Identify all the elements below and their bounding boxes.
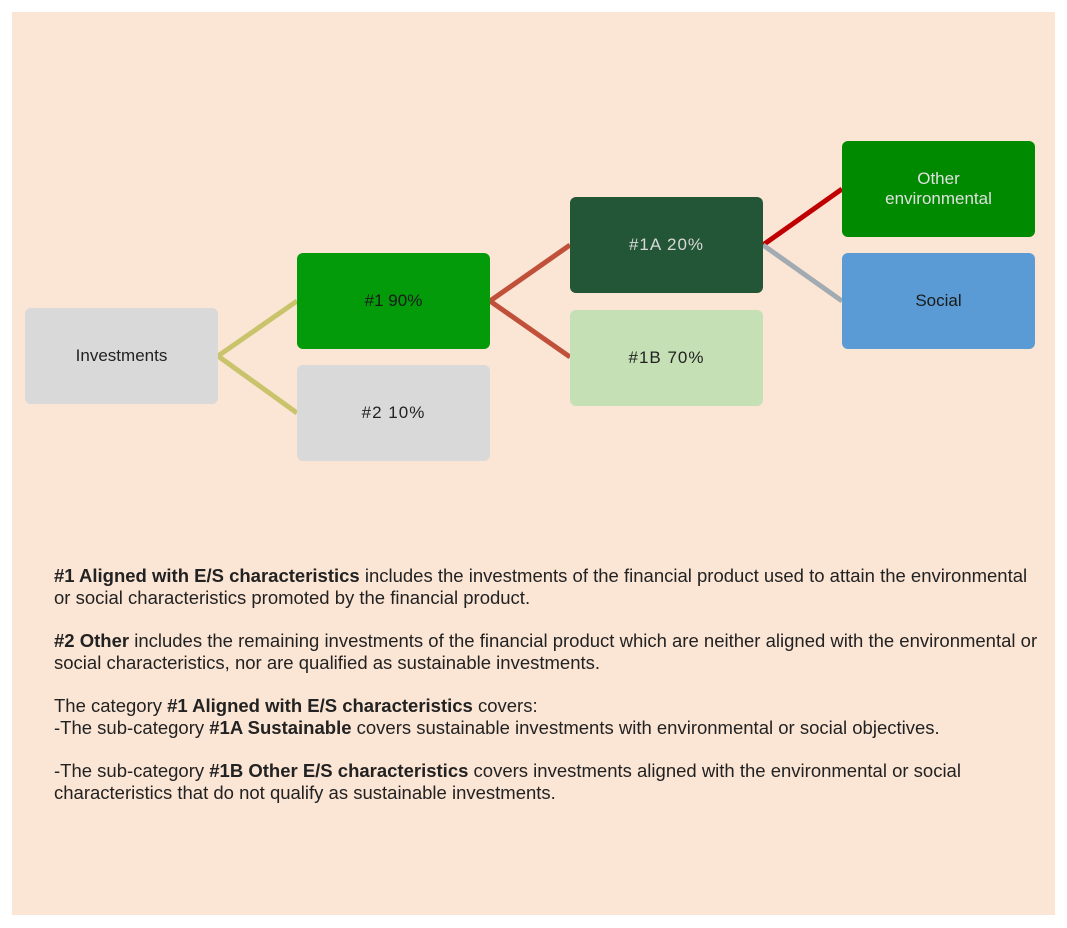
text: includes the investments of the financia… [54, 565, 1028, 608]
text: covers: [472, 695, 538, 716]
node: Social [842, 253, 1035, 349]
text: covers investments aligned with the envi… [54, 760, 961, 803]
connector [761, 186, 844, 248]
text: -The sub-category [54, 760, 210, 781]
paragraph: #2 Other includes the remaining investme… [54, 630, 1044, 674]
bold-text: #1B Other E/S characteristics [209, 760, 469, 781]
text: The category [54, 695, 168, 716]
node: #2 10% [297, 365, 490, 461]
node: #1A 20% [570, 197, 763, 293]
node-label: #1A 20% [628, 235, 705, 254]
connector [761, 242, 844, 304]
paragraph: -The sub-category #1B Other E/S characte… [54, 760, 1044, 804]
node-label: Investments [75, 346, 168, 365]
node-label: #2 10% [361, 403, 426, 422]
node-label: #1 90% [364, 291, 423, 310]
connector [485, 242, 572, 360]
node: Other environmental [842, 141, 1035, 237]
description: #1 Aligned with E/S characteristics incl… [54, 565, 1044, 825]
connector [213, 298, 299, 416]
text: -The sub-category [54, 717, 210, 738]
node: Investments [25, 308, 218, 404]
paragraph: -The sub-category #1A Sustainable covers… [54, 717, 1044, 739]
node: #1B 70% [570, 310, 763, 406]
node-label: Social [915, 291, 962, 310]
text: covers sustainable investments with envi… [351, 717, 940, 738]
bold-text: #1 Aligned with E/S characteristics [54, 565, 360, 586]
bold-text: #1 Aligned with E/S characteristics [167, 695, 473, 716]
node-label: Other environmental [885, 169, 992, 208]
bold-text: #1A Sustainable [209, 717, 352, 738]
text: includes the remaining investments of th… [54, 630, 1038, 673]
bold-text: #2 Other [54, 630, 130, 651]
paragraph: #1 Aligned with E/S characteristics incl… [54, 565, 1044, 609]
node-label: #1B 70% [628, 348, 705, 367]
paragraph: The category #1 Aligned with E/S charact… [54, 695, 1044, 717]
node: #1 90% [297, 253, 490, 349]
